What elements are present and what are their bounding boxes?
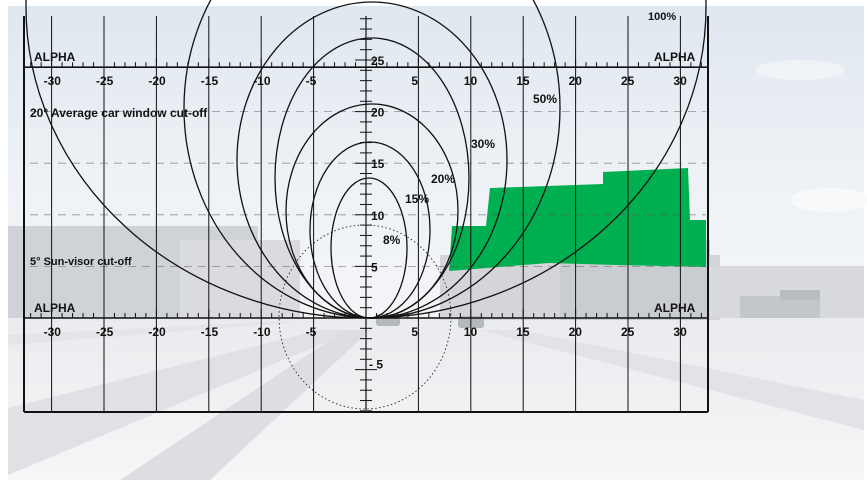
top-x-tick-label: -30 xyxy=(44,74,62,88)
y-tick-label-negative: - 5 xyxy=(369,357,383,371)
road xyxy=(8,322,300,345)
bottom-x-tick-label: 20 xyxy=(569,325,583,339)
cloud xyxy=(790,188,867,212)
bottom-x-tick-label: -5 xyxy=(306,325,317,339)
bottom-x-tick-label: 10 xyxy=(464,325,478,339)
top-x-tick-label: 30 xyxy=(673,74,687,88)
top-x-tick-label: 15 xyxy=(516,74,530,88)
top-partial-contour-label: 100% xyxy=(648,11,676,23)
bottom-x-tick-label: 25 xyxy=(621,325,635,339)
top-x-tick-label: -10 xyxy=(253,74,271,88)
contour-label: 8% xyxy=(383,233,401,247)
alpha-label-top-left: ALPHA xyxy=(34,50,76,64)
alpha-label-bottom-right: ALPHA xyxy=(654,301,696,315)
bottom-x-tick-label: -30 xyxy=(44,325,62,339)
bottom-x-tick-label: -20 xyxy=(148,325,166,339)
top-x-tick-label: 5 xyxy=(411,74,418,88)
top-x-tick-label: 20 xyxy=(569,74,583,88)
bottom-x-tick-label: 5 xyxy=(411,325,418,339)
overlay-chart: -30 -30 -25 -25 -20 -20 -15 -15 -10 -10 -5 -5 5 5 10 10… xyxy=(23,0,709,413)
glare-contour-loop xyxy=(330,177,408,319)
sun-visor-cutoff-label: 5° Sun-visor cut-off xyxy=(30,256,132,268)
bottom-x-tick-label: -10 xyxy=(253,325,271,339)
building xyxy=(780,290,820,300)
top-x-tick-label: -25 xyxy=(96,74,114,88)
y-tick-label: 10 xyxy=(371,209,385,223)
bottom-x-tick-label: -15 xyxy=(201,325,219,339)
top-x-tick-label: -20 xyxy=(148,74,166,88)
top-x-tick-label: 10 xyxy=(464,74,478,88)
contour-label: 15% xyxy=(405,192,429,206)
top-x-tick-label: 25 xyxy=(621,74,635,88)
building xyxy=(740,296,820,318)
y-tick-label: 25 xyxy=(371,54,385,68)
top-x-tick-label: -15 xyxy=(201,74,219,88)
bottom-x-tick-label: 30 xyxy=(673,325,687,339)
contour-label: 30% xyxy=(471,137,495,151)
contour-label: 50% xyxy=(533,92,557,106)
top-x-tick-label: -5 xyxy=(306,74,317,88)
y-tick-label: 5 xyxy=(371,260,378,274)
cloud xyxy=(755,60,845,80)
building xyxy=(180,240,300,318)
alpha-label-bottom-left: ALPHA xyxy=(34,301,76,315)
y-tick-label: 20 xyxy=(371,106,385,120)
contour-label: 20% xyxy=(431,172,455,186)
bottom-x-tick-label: 15 xyxy=(516,325,530,339)
road xyxy=(8,330,355,475)
y-tick-label: 15 xyxy=(371,157,385,171)
road xyxy=(120,330,370,480)
bottom-x-tick-label: -25 xyxy=(96,325,114,339)
car-window-cutoff-label: 20° Average car window cut-off xyxy=(30,106,208,120)
alpha-label-top-right: ALPHA xyxy=(654,50,696,64)
green-glare-region xyxy=(449,168,706,271)
dotted-visual-field-ellipse xyxy=(278,224,452,410)
